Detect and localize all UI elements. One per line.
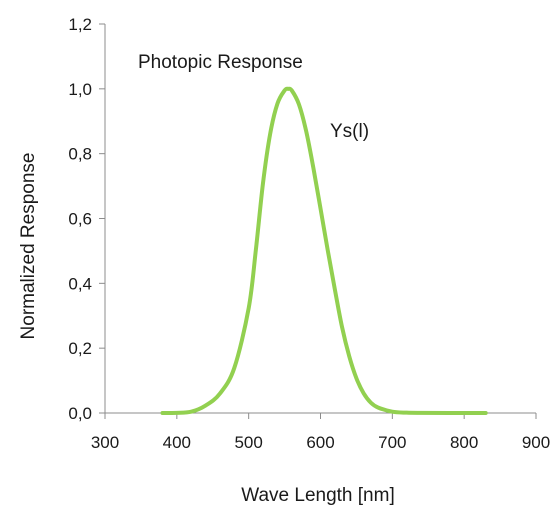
series-line-ys xyxy=(160,86,488,416)
y-axis-label: Normalized Response xyxy=(18,153,39,340)
x-axis-ticks: 300 400 500 600 700 800 900 xyxy=(91,413,550,452)
x-tick-label: 400 xyxy=(163,433,191,452)
y-axis-ticks: 0,0 0,2 0,4 0,6 0,8 1,0 1,2 xyxy=(68,15,105,423)
y-tick-label: 1,0 xyxy=(68,80,92,99)
x-tick-label: 600 xyxy=(306,433,334,452)
y-tick-label: 0,8 xyxy=(68,145,92,164)
x-axis-label: Wave Length [nm] xyxy=(241,485,394,506)
y-tick-label: 0,4 xyxy=(68,274,92,293)
y-tick-label: 0,6 xyxy=(68,210,92,229)
y-tick-label: 0,2 xyxy=(68,339,92,358)
x-tick-label: 700 xyxy=(378,433,406,452)
annotation-ys-l: Ys(l) xyxy=(330,121,369,142)
x-tick-label: 800 xyxy=(450,433,478,452)
x-tick-label: 500 xyxy=(234,433,262,452)
x-tick-label: 300 xyxy=(91,433,119,452)
annotation-photopic-response: Photopic Response xyxy=(138,52,303,73)
y-tick-label: 0,0 xyxy=(68,404,92,423)
x-tick-label: 900 xyxy=(522,433,550,452)
y-tick-label: 1,2 xyxy=(68,15,92,34)
